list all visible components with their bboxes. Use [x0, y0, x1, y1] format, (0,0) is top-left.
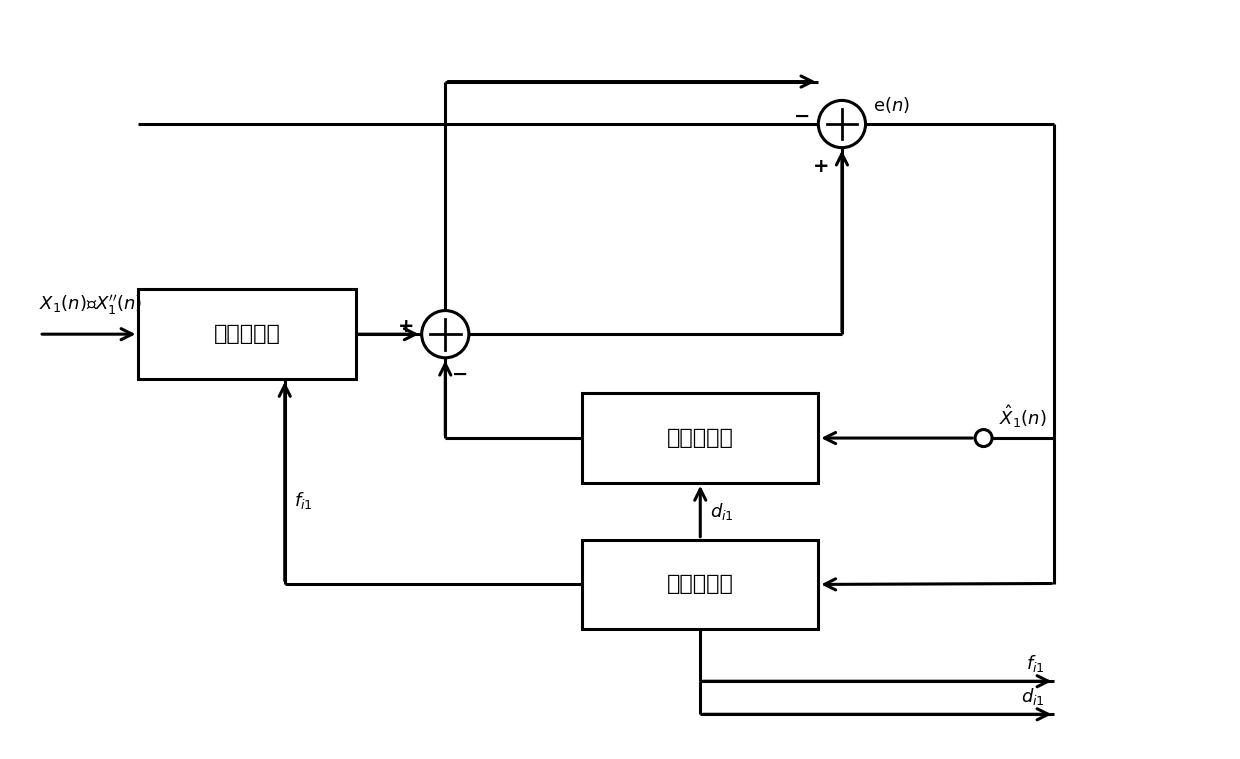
- Bar: [583, 540, 818, 629]
- Text: $\hat{X}_1(n)$: $\hat{X}_1(n)$: [998, 404, 1047, 430]
- Text: −: −: [451, 365, 469, 384]
- Text: 反馈滤波器: 反馈滤波器: [667, 428, 734, 448]
- Text: $f_{i1}$: $f_{i1}$: [1027, 653, 1045, 674]
- Text: +: +: [813, 157, 830, 176]
- Text: e$(n)$: e$(n)$: [873, 95, 910, 115]
- Text: $X_1(n)$或$X_1^{\prime\prime}(n)$: $X_1(n)$或$X_1^{\prime\prime}(n)$: [40, 293, 143, 317]
- Circle shape: [422, 310, 469, 357]
- Text: −: −: [795, 107, 811, 126]
- Text: $f_{i1}$: $f_{i1}$: [294, 490, 312, 511]
- Circle shape: [818, 100, 866, 148]
- Text: $d_{i1}$: $d_{i1}$: [1022, 685, 1045, 707]
- Text: +: +: [398, 317, 414, 336]
- Text: $d_{i1}$: $d_{i1}$: [709, 501, 734, 521]
- Text: 自适应算法: 自适应算法: [667, 575, 734, 594]
- Text: 前馈滤波器: 前馈滤波器: [213, 324, 280, 344]
- Bar: [139, 289, 356, 379]
- Circle shape: [975, 430, 992, 446]
- Bar: [583, 393, 818, 483]
